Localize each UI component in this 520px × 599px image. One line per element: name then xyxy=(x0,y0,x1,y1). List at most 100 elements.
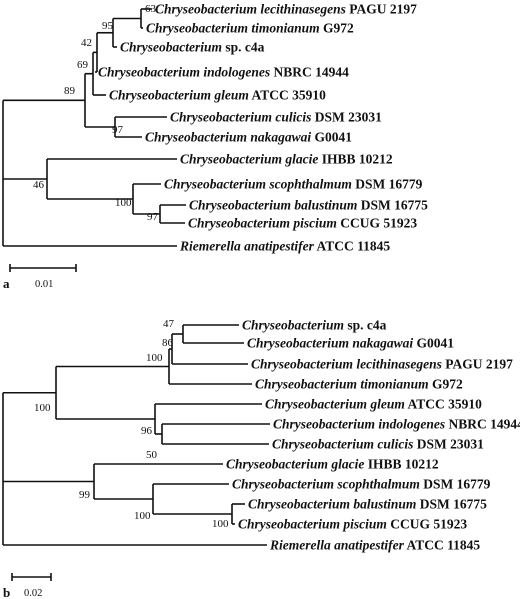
taxon-strain: ATCC 35910 xyxy=(405,397,482,412)
taxon-species-name: Chryseobacterium xyxy=(242,318,344,333)
bootstrap-value: 42 xyxy=(81,37,92,49)
taxon-strain: ATCC 35910 xyxy=(249,88,326,103)
tree-a-labels: Chryseobacterium lecithinasegens PAGU 21… xyxy=(98,2,428,254)
taxon-species-name: Chryseobacterium glacie xyxy=(226,457,364,472)
taxon-label: Chryseobacterium nakagawai G0041 xyxy=(145,130,352,145)
bootstrap-value: 100 xyxy=(34,402,51,414)
taxon-label: Chryseobacterium indologenes NBRC 14944 xyxy=(98,65,349,80)
taxon-species-name: Riemerella anatipestifer xyxy=(179,239,315,254)
taxon-species-name: Chryseobacterium balustinum xyxy=(248,497,416,512)
taxon-label: Riemerella anatipestifer ATCC 11845 xyxy=(269,538,480,553)
bootstrap-value: 100 xyxy=(134,510,151,522)
taxon-species-name: Chryseobacterium gleum xyxy=(109,88,249,103)
taxon-strain: NBRC 14944 xyxy=(445,417,520,432)
taxon-label: Chryseobacterium piscium CCUG 51923 xyxy=(238,517,467,532)
scale-bar-a-label: 0.01 xyxy=(35,279,53,290)
taxon-strain: CCUG 51923 xyxy=(387,517,467,532)
taxon-label: Chryseobacterium indologenes NBRC 14944 xyxy=(273,417,520,432)
taxon-species-name: Chryseobacterium culicis xyxy=(170,110,311,125)
taxon-strain: G0041 xyxy=(311,130,352,145)
taxon-strain: sp. c4a xyxy=(344,318,387,333)
taxon-label: Chryseobacterium gleum ATCC 35910 xyxy=(265,397,482,412)
bootstrap-value: 100 xyxy=(212,518,229,530)
bootstrap-value: 97 xyxy=(112,124,124,136)
bootstrap-value: 69 xyxy=(77,59,89,71)
taxon-strain: DSM 16779 xyxy=(420,477,491,492)
taxon-strain: PAGU 2197 xyxy=(346,2,417,17)
taxon-strain: G0041 xyxy=(413,336,454,351)
taxon-strain: IHBB 10212 xyxy=(318,152,393,167)
bootstrap-value: 97 xyxy=(147,211,159,223)
taxon-strain: DSM 23031 xyxy=(311,110,382,125)
taxon-species-name: Chryseobacterium lecithinasegens xyxy=(155,2,346,17)
taxon-strain: DSM 16775 xyxy=(416,497,487,512)
bootstrap-value: 96 xyxy=(141,425,153,437)
taxon-species-name: Chryseobacterium timonianum xyxy=(146,21,320,36)
taxon-species-name: Chryseobacterium nakagawai xyxy=(247,336,413,351)
taxon-species-name: Chryseobacterium lecithinasegens xyxy=(251,357,442,372)
panel-b-label: b xyxy=(3,585,10,599)
tree-a-bootstraps: 63 95 42 69 89 97 46 100 97 xyxy=(33,3,159,223)
tree-b-bootstraps: 47 86 100 100 96 50 99 100 100 xyxy=(34,318,229,530)
taxon-strain: DSM 16775 xyxy=(357,198,428,213)
taxon-species-name: Chryseobacterium indologenes xyxy=(273,417,445,432)
scale-bar-b-label: 0.02 xyxy=(24,588,42,599)
taxon-strain: ATCC 11845 xyxy=(314,239,391,254)
bootstrap-value: 50 xyxy=(146,449,158,461)
bootstrap-value: 95 xyxy=(102,20,114,32)
tree-b-branches xyxy=(2,324,270,546)
taxon-species-name: Chryseobacterium xyxy=(120,40,222,55)
taxon-label: Chryseobacterium lecithinasegens PAGU 21… xyxy=(251,357,513,372)
tree-b-labels: Chryseobacterium sp. c4aChryseobacterium… xyxy=(226,318,520,553)
taxon-species-name: Chryseobacterium gleum xyxy=(265,397,405,412)
taxon-strain: sp. c4a xyxy=(222,40,265,55)
taxon-label: Chryseobacterium balustinum DSM 16775 xyxy=(248,497,487,512)
taxon-label: Chryseobacterium glacie IHBB 10212 xyxy=(226,457,439,472)
bootstrap-value: 86 xyxy=(162,337,174,349)
taxon-label: Chryseobacterium culicis DSM 23031 xyxy=(272,437,484,452)
taxon-strain: PAGU 2197 xyxy=(442,357,513,372)
panel-a-label: a xyxy=(3,276,10,291)
taxon-label: Chryseobacterium sp. c4a xyxy=(120,40,265,55)
panel-b: Chryseobacterium sp. c4aChryseobacterium… xyxy=(2,318,520,599)
taxon-strain: DSM 16779 xyxy=(352,177,423,192)
taxon-label: Chryseobacterium gleum ATCC 35910 xyxy=(109,88,326,103)
bootstrap-value: 99 xyxy=(79,489,91,501)
taxon-strain: G972 xyxy=(320,21,354,36)
bootstrap-value: 63 xyxy=(145,3,157,15)
taxon-species-name: Chryseobacterium culicis xyxy=(272,437,413,452)
taxon-label: Chryseobacterium nakagawai G0041 xyxy=(247,336,454,351)
taxon-strain: G972 xyxy=(429,377,463,392)
taxon-species-name: Chryseobacterium timonianum xyxy=(255,377,429,392)
taxon-species-name: Chryseobacterium nakagawai xyxy=(145,130,311,145)
taxon-label: Chryseobacterium glacie IHBB 10212 xyxy=(180,152,393,167)
taxon-label: Chryseobacterium lecithinasegens PAGU 21… xyxy=(155,2,417,17)
tree-a-branches xyxy=(2,8,186,247)
taxon-label: Chryseobacterium timonianum G972 xyxy=(146,21,354,36)
taxon-species-name: Chryseobacterium indologenes xyxy=(98,65,270,80)
taxon-species-name: Chryseobacterium scophthalmum xyxy=(232,477,420,492)
bootstrap-value: 89 xyxy=(64,85,76,97)
taxon-label: Riemerella anatipestifer ATCC 11845 xyxy=(179,239,390,254)
panel-a: Chryseobacterium lecithinasegens PAGU 21… xyxy=(2,2,428,291)
bootstrap-value: 100 xyxy=(146,352,163,364)
bootstrap-value: 100 xyxy=(115,197,132,209)
taxon-strain: ATCC 11845 xyxy=(404,538,481,553)
taxon-strain: NBRC 14944 xyxy=(270,65,349,80)
taxon-label: Chryseobacterium scophthalmum DSM 16779 xyxy=(232,477,491,492)
bootstrap-value: 47 xyxy=(163,318,175,330)
taxon-strain: CCUG 51923 xyxy=(337,216,417,231)
bootstrap-value: 46 xyxy=(33,179,45,191)
taxon-species-name: Chryseobacterium balustinum xyxy=(189,198,357,213)
taxon-label: Chryseobacterium piscium CCUG 51923 xyxy=(188,216,417,231)
taxon-species-name: Chryseobacterium glacie xyxy=(180,152,318,167)
taxon-strain: IHBB 10212 xyxy=(364,457,439,472)
taxon-species-name: Chryseobacterium scophthalmum xyxy=(164,177,352,192)
taxon-species-name: Chryseobacterium piscium xyxy=(238,517,387,532)
taxon-species-name: Chryseobacterium piscium xyxy=(188,216,337,231)
taxon-label: Chryseobacterium sp. c4a xyxy=(242,318,387,333)
taxon-label: Chryseobacterium timonianum G972 xyxy=(255,377,463,392)
taxon-strain: DSM 23031 xyxy=(413,437,484,452)
taxon-label: Chryseobacterium scophthalmum DSM 16779 xyxy=(164,177,423,192)
taxon-species-name: Riemerella anatipestifer xyxy=(269,538,405,553)
